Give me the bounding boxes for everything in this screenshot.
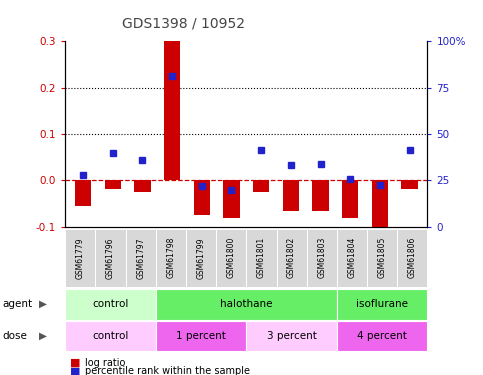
Bar	[372, 180, 388, 229]
Text: GDS1398 / 10952: GDS1398 / 10952	[122, 17, 245, 31]
Text: ▶: ▶	[39, 299, 46, 309]
Text: GSM61799: GSM61799	[197, 237, 206, 279]
Text: ■: ■	[70, 366, 81, 375]
Text: GSM61804: GSM61804	[347, 237, 356, 279]
Bar	[194, 180, 210, 215]
Text: GSM61779: GSM61779	[76, 237, 85, 279]
Text: isoflurane: isoflurane	[356, 299, 408, 309]
Bar	[401, 180, 418, 189]
Text: GSM61796: GSM61796	[106, 237, 115, 279]
Bar	[342, 180, 358, 218]
Text: control: control	[92, 299, 128, 309]
Text: ■: ■	[70, 358, 81, 368]
Bar	[75, 180, 91, 206]
Bar	[313, 180, 329, 211]
Bar	[253, 180, 270, 192]
Bar	[164, 41, 180, 180]
Text: log ratio: log ratio	[85, 358, 125, 368]
Text: dose: dose	[2, 331, 28, 341]
Text: GSM61802: GSM61802	[287, 237, 296, 278]
Text: GSM61806: GSM61806	[408, 237, 417, 279]
Text: 1 percent: 1 percent	[176, 331, 226, 341]
Text: GSM61805: GSM61805	[378, 237, 387, 279]
Bar	[134, 180, 151, 192]
Text: GSM61803: GSM61803	[317, 237, 327, 279]
Text: GSM61797: GSM61797	[136, 237, 145, 279]
Text: 3 percent: 3 percent	[267, 331, 316, 341]
Text: GSM61801: GSM61801	[257, 237, 266, 278]
Text: agent: agent	[2, 299, 32, 309]
Text: control: control	[92, 331, 128, 341]
Text: ▶: ▶	[39, 331, 46, 341]
Text: percentile rank within the sample: percentile rank within the sample	[85, 366, 250, 375]
Text: halothane: halothane	[220, 299, 272, 309]
Text: GSM61800: GSM61800	[227, 237, 236, 279]
Bar	[104, 180, 121, 189]
Bar	[283, 180, 299, 211]
Text: GSM61798: GSM61798	[166, 237, 175, 279]
Text: 4 percent: 4 percent	[357, 331, 407, 341]
Bar	[223, 180, 240, 218]
